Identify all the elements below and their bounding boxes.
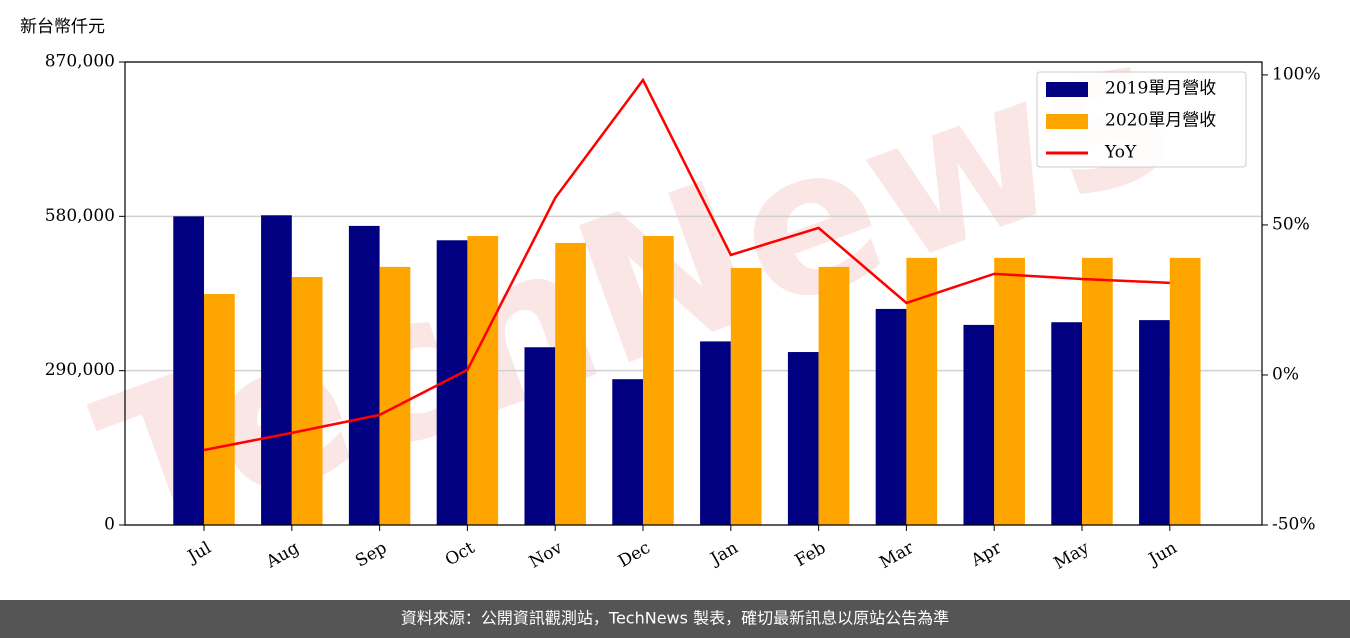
bar (612, 379, 644, 525)
footer: 資料來源：公開資訊觀測站，TechNews 製表，確切最新訊息以原站公告為準 (401, 609, 949, 628)
bar (261, 215, 292, 525)
bar (700, 341, 731, 525)
legend-swatch (1046, 114, 1088, 129)
bar (379, 266, 411, 525)
bar (1169, 257, 1201, 525)
y2-tick-label: 100% (1272, 64, 1321, 84)
y-tick-label: 580,000 (45, 206, 115, 226)
bar (524, 347, 556, 525)
bar (994, 257, 1025, 525)
bar (348, 225, 380, 525)
unit-label: 新台幣仟元 (20, 17, 105, 37)
y-tick-label: 290,000 (45, 360, 115, 380)
legend-swatch (1046, 82, 1088, 97)
bar (1082, 257, 1113, 525)
bar (173, 216, 205, 526)
bar (555, 242, 586, 525)
y-tick-label: 870,000 (45, 52, 115, 72)
plot-frame (124, 61, 1263, 526)
bar (963, 324, 995, 525)
bar (204, 294, 235, 525)
y2-tick-label: 50% (1272, 214, 1310, 234)
legend-label: 2020單月營收 (1105, 111, 1216, 131)
legend-label: YoY (1104, 143, 1137, 163)
bar (730, 267, 762, 525)
bar (1139, 320, 1170, 525)
footer-band (0, 600, 1350, 638)
bar (875, 308, 907, 525)
y-tick-label: 0 (104, 515, 115, 535)
bar (818, 266, 850, 525)
legend-label: 2019單月營收 (1105, 79, 1216, 99)
line (203, 77, 1170, 452)
bar (291, 277, 323, 525)
bar (467, 236, 499, 525)
bar (787, 352, 819, 525)
y2-tick-label: 0% (1272, 364, 1299, 384)
bar (643, 236, 674, 525)
y2-tick-label: -50% (1272, 515, 1316, 535)
legend-box (1036, 71, 1247, 168)
bar (1051, 322, 1083, 525)
